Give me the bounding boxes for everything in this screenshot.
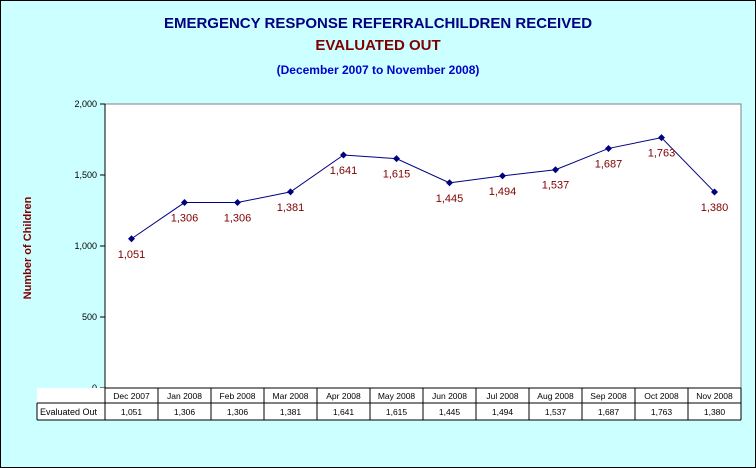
x-category-label: Aug 2008 [537,391,574,401]
chart-title: EMERGENCY RESPONSE REFERRALCHILDREN RECE… [163,15,593,32]
data-label: 1,494 [489,186,517,198]
table-value: 1,615 [386,407,408,417]
series-line [131,137,715,240]
table-value: 1,445 [439,407,461,417]
data-point [393,155,400,163]
data-point [287,188,294,196]
x-category-label: Jan 2008 [167,391,202,401]
data-label: 1,381 [277,202,305,214]
data-label: 1,445 [436,193,464,205]
data-label: 1,306 [171,213,199,225]
data-point [181,199,188,207]
x-category-label: Jun 2008 [432,391,467,401]
table-value: 1,380 [704,407,726,417]
x-category-label: Dec 2007 [113,391,150,401]
x-category-label: Oct 2008 [644,391,679,401]
data-table-bg [37,388,741,420]
table-series-name: Evaluated Out [40,407,98,417]
x-category-label: Jul 2008 [486,391,518,401]
data-point [446,179,453,187]
data-point [605,144,612,152]
data-label: 1,615 [383,169,411,181]
table-value: 1,306 [174,407,196,417]
data-point [711,188,718,196]
data-label: 1,537 [542,180,570,192]
x-category-label: Apr 2008 [326,391,361,401]
data-label: 1,763 [648,148,676,160]
table-value: 1,306 [227,407,249,417]
table-value: 1,687 [598,407,620,417]
chart-subtitle: EVALUATED OUT [315,37,441,54]
table-value: 1,641 [333,407,355,417]
data-label: 1,051 [118,249,146,261]
table-value: 1,381 [280,407,302,417]
y-tick-label: 1,500 [74,170,97,180]
x-category-label: Sep 2008 [590,391,627,401]
plot-area [104,103,742,389]
x-category-label: May 2008 [378,391,416,401]
data-label: 1,641 [330,165,358,177]
data-label: 1,306 [224,213,252,225]
data-point [552,166,559,174]
x-category-label: Nov 2008 [696,391,733,401]
data-label: 1,687 [595,158,623,170]
data-point [658,134,665,142]
table-value: 1,537 [545,407,567,417]
data-point [234,199,241,207]
table-value: 1,051 [121,407,143,417]
y-tick-label: 1,000 [74,241,97,251]
data-point [128,235,135,243]
data-label: 1,380 [701,202,729,214]
table-value: 1,494 [492,407,514,417]
x-category-label: Mar 2008 [273,391,309,401]
table-value: 1,763 [651,407,673,417]
chart-period: (December 2007 to November 2008) [276,63,480,77]
x-category-label: Feb 2008 [220,391,256,401]
y-tick-label: 2,000 [74,99,97,109]
data-point [499,172,506,180]
y-tick-label: 500 [82,312,97,322]
data-point [340,151,347,159]
